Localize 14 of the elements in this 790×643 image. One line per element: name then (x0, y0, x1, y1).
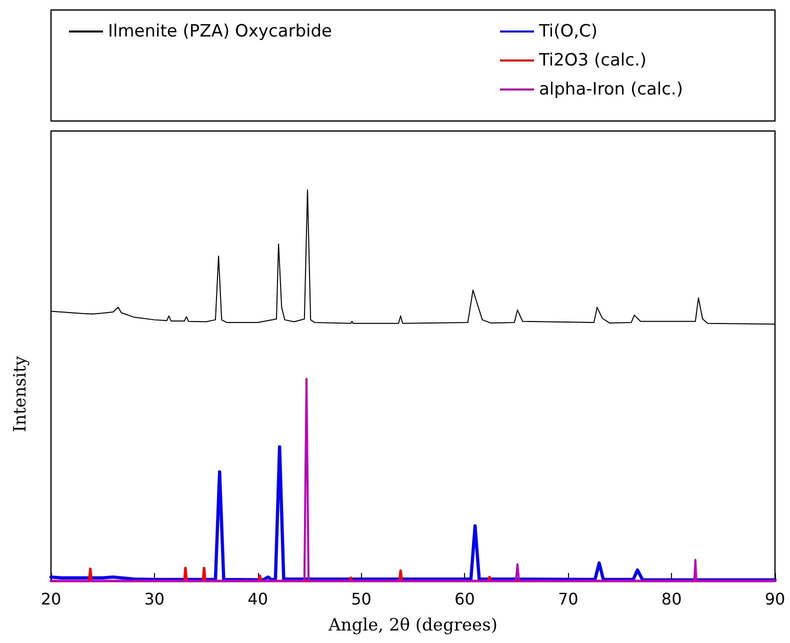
x-tick-label: 50 (351, 590, 372, 608)
x-tick-label: 20 (40, 590, 62, 608)
x-tick-label: 60 (454, 590, 475, 608)
x-tick-label: 30 (144, 590, 165, 608)
x-tick-label: 80 (661, 590, 682, 608)
legend-label: Ilmenite (PZA) Oxycarbide (108, 22, 332, 42)
legend-label: Ti2O3 (calc.) (538, 50, 647, 70)
x-axis-title: Angle, 2θ (degrees) (328, 616, 498, 636)
legend-label: alpha-Iron (calc.) (539, 80, 683, 100)
x-tick-label: 40 (248, 590, 268, 608)
legend-label: Ti(O,C) (538, 22, 598, 42)
x-tick-label: 90 (764, 590, 786, 608)
y-axis-title: Intensity (10, 356, 30, 432)
x-tick-label: 70 (558, 590, 578, 608)
